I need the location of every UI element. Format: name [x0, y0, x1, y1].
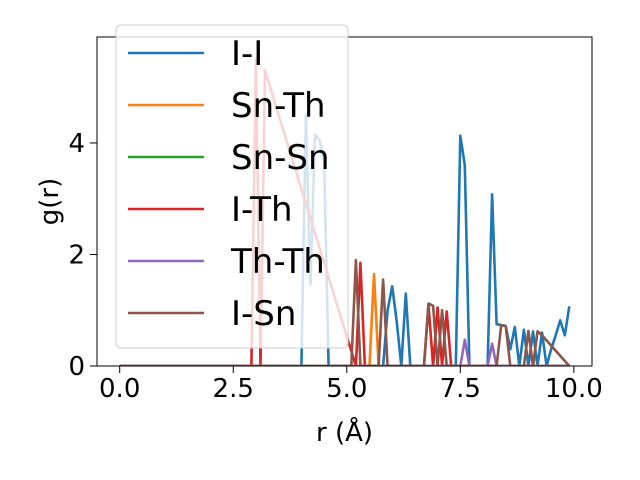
x-tick-label: 0.0 — [99, 374, 140, 404]
legend-label: I-I — [231, 34, 263, 74]
series-line-sn-th — [119, 272, 570, 366]
legend: I-I Sn-Th Sn-Sn I-Th Th-Th I-Sn — [115, 24, 349, 349]
legend-item: Th-Th — [128, 242, 325, 282]
legend-item: Sn-Sn — [128, 138, 330, 178]
series-line-i-sn — [119, 258, 571, 366]
legend-label: I-Th — [231, 190, 293, 230]
y-tick-label: 0 — [68, 352, 85, 382]
legend-label: Sn-Sn — [231, 138, 330, 178]
x-tick-label: 5.0 — [326, 374, 367, 404]
x-tick-label: 10.0 — [545, 374, 603, 404]
x-axis-label: r (Å) — [316, 416, 373, 448]
legend-label: Th-Th — [230, 242, 325, 282]
y-tick-label: 4 — [68, 129, 85, 159]
x-tick-label: 7.5 — [440, 374, 481, 404]
legend-label: I-Sn — [231, 294, 296, 334]
y-axis-label: g(r) — [35, 178, 65, 225]
y-axis: 0 2 4 — [68, 129, 97, 382]
x-axis: 0.0 2.5 5.0 7.5 10.0 — [99, 366, 603, 404]
y-tick-label: 2 — [68, 240, 85, 270]
legend-item: I-Sn — [128, 294, 296, 334]
x-tick-label: 2.5 — [213, 374, 254, 404]
legend-item: I-Th — [128, 190, 293, 230]
legend-item: I-I — [128, 34, 263, 74]
legend-item: Sn-Th — [128, 86, 326, 126]
legend-label: Sn-Th — [231, 86, 326, 126]
